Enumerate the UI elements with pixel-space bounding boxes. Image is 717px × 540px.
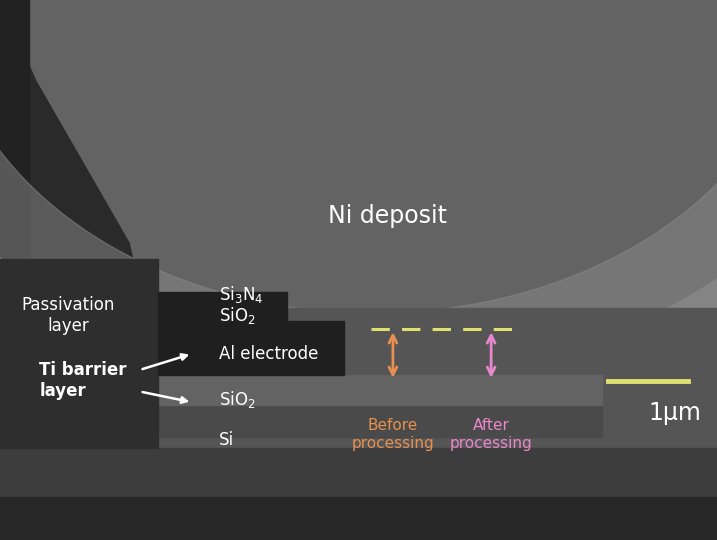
Polygon shape: [0, 0, 717, 378]
Bar: [0, 497, 717, 540]
Polygon shape: [0, 0, 158, 405]
Text: Passivation
layer: Passivation layer: [22, 296, 115, 335]
Bar: [0, 448, 717, 540]
Text: After
processing: After processing: [450, 418, 533, 451]
Text: Ni deposit: Ni deposit: [328, 204, 447, 228]
Bar: [158, 292, 287, 321]
Bar: [158, 405, 602, 437]
Polygon shape: [0, 0, 717, 351]
Bar: [158, 321, 344, 375]
Bar: [0, 308, 717, 540]
Bar: [158, 375, 602, 405]
Text: 1μm: 1μm: [649, 401, 702, 425]
Bar: [0, 0, 29, 540]
Text: $\mathrm{SiO_2}$: $\mathrm{SiO_2}$: [219, 306, 255, 326]
Text: Ti barrier
layer: Ti barrier layer: [39, 361, 127, 400]
Text: Si: Si: [219, 431, 234, 449]
Text: $\mathrm{Si_3N_4}$: $\mathrm{Si_3N_4}$: [219, 284, 263, 305]
Text: $\mathrm{SiO_2}$: $\mathrm{SiO_2}$: [219, 389, 255, 410]
Bar: [0, 259, 158, 448]
Text: Al electrode: Al electrode: [219, 345, 318, 363]
Text: Before
processing: Before processing: [351, 418, 435, 451]
